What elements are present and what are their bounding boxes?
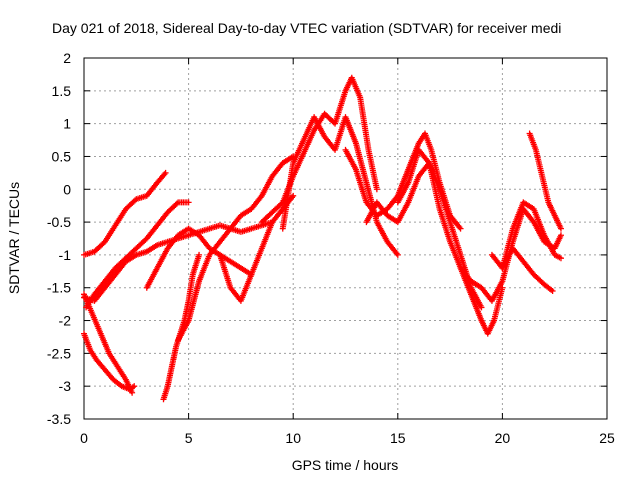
plot-frame	[83, 57, 608, 420]
series-arc-3	[81, 291, 136, 396]
data-point	[557, 232, 564, 239]
y-tick-label: -3	[59, 378, 72, 394]
x-tick-label: 10	[285, 430, 301, 446]
y-tick-label: -0.5	[47, 214, 71, 230]
y-tick-label: -3.5	[47, 411, 71, 427]
x-tick-label: 0	[80, 430, 88, 446]
series-arc-11	[279, 114, 401, 258]
x-tick-label: 5	[185, 430, 193, 446]
data-point	[196, 251, 203, 258]
y-tick-label: -1	[59, 247, 72, 263]
data-point	[478, 304, 485, 311]
series-arc-16	[488, 199, 564, 272]
series-arc-17	[499, 245, 556, 295]
grid-lines	[84, 58, 607, 419]
data-point	[549, 288, 556, 295]
axis-ticks: 0 5 10 15 20 25 2 1.5 1 0.5 0 -0.5 -1 -1.5 -2 -2.5 -3 -3.…	[47, 50, 615, 446]
data-point	[131, 383, 138, 390]
y-tick-label: 2	[63, 50, 71, 66]
y-tick-label: 0.5	[52, 148, 72, 164]
series-arc-12	[342, 130, 464, 232]
y-axis-label: SDTVAR / TECUs	[6, 182, 22, 294]
data-point	[173, 200, 180, 207]
series-arc-13	[363, 160, 485, 311]
series-arc-1	[81, 169, 169, 258]
data-point	[162, 169, 169, 176]
y-tick-label: -2	[59, 313, 72, 329]
y-tick-label: 1.5	[52, 83, 72, 99]
series-arc-5	[83, 199, 192, 311]
x-tick-label: 25	[599, 430, 615, 446]
data-point	[129, 389, 136, 396]
series-arc-10	[258, 74, 380, 226]
x-axis-label: GPS time / hours	[292, 457, 399, 473]
data-point	[131, 197, 138, 204]
data-point	[290, 192, 297, 199]
y-tick-label: 1	[63, 116, 71, 132]
series-arc-7	[175, 153, 297, 344]
series-arc-14	[394, 146, 506, 337]
x-tick-label: 20	[495, 430, 511, 446]
data-points	[81, 74, 564, 403]
y-tick-label: -1.5	[47, 280, 71, 296]
data-point	[373, 186, 380, 193]
data-point	[457, 225, 464, 232]
y-tick-label: -2.5	[47, 345, 71, 361]
data-point	[394, 251, 401, 258]
series-arc-18	[526, 130, 564, 232]
chart-title: Day 021 of 2018, Sidereal Day-to-day VTE…	[52, 20, 561, 36]
data-point	[185, 199, 192, 206]
series-arc-6	[160, 251, 203, 403]
y-tick-label: 0	[63, 181, 71, 197]
x-tick-label: 15	[390, 430, 406, 446]
data-point	[557, 255, 564, 262]
data-point	[557, 225, 564, 232]
